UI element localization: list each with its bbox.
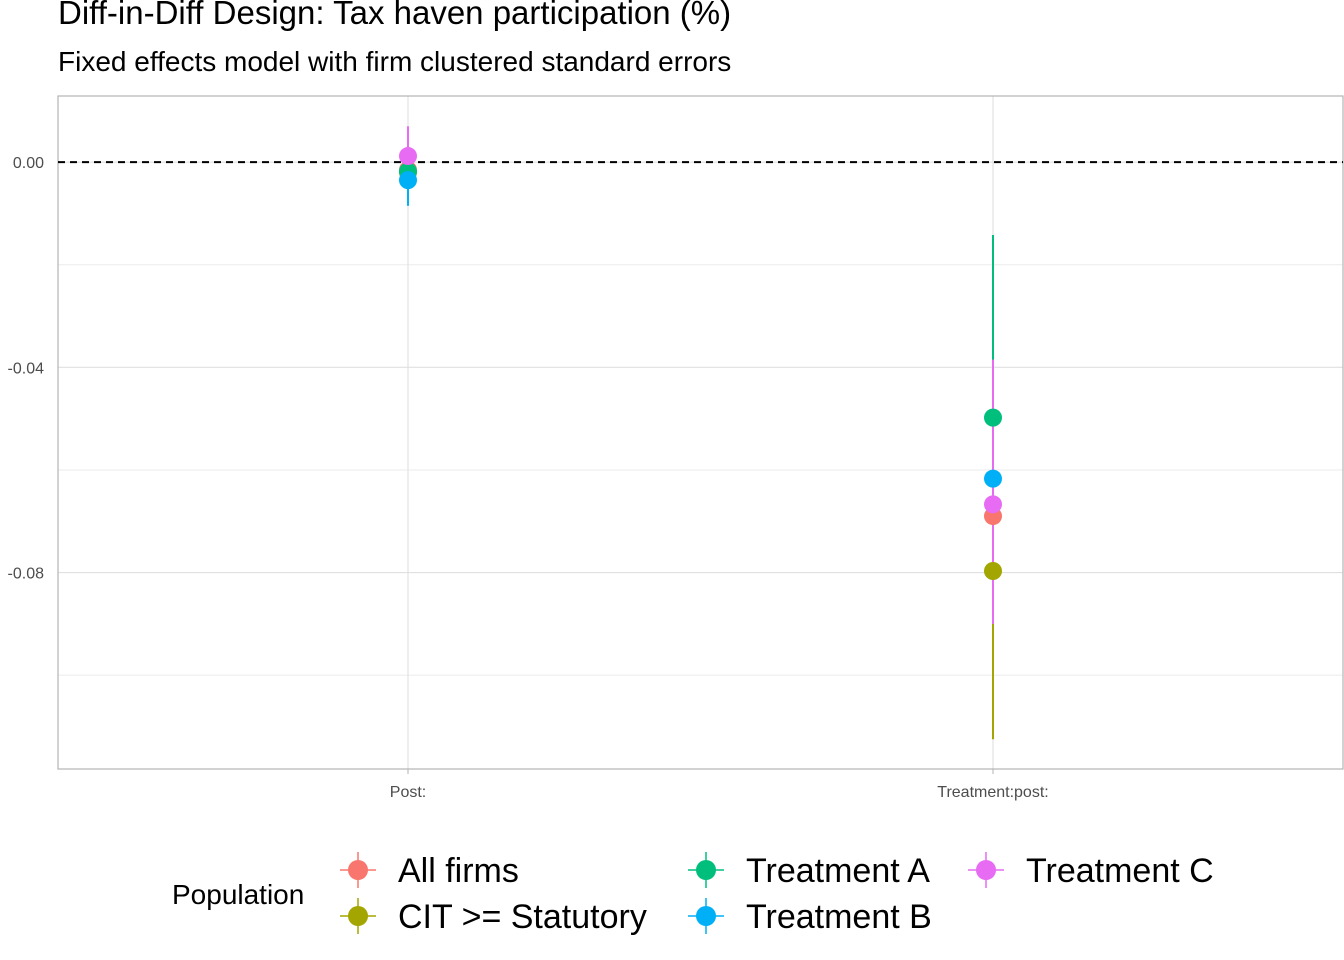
legend-key-dot <box>348 860 368 880</box>
legend: Population All firms CIT >= Statutory Trea… <box>172 852 1214 936</box>
point-marker <box>984 495 1002 514</box>
plot-panel-border <box>57 95 1344 770</box>
error-bars <box>407 126 994 740</box>
y-tick-label: -0.08 <box>8 566 45 583</box>
grid-lines <box>58 96 1343 769</box>
point-marker <box>399 147 417 166</box>
legend-item: Treatment B <box>688 898 932 936</box>
y-tick-label: -0.04 <box>8 360 45 377</box>
legend-item: Treatment C <box>968 852 1214 890</box>
legend-key-dot <box>976 860 996 880</box>
y-tick-label: 0.00 <box>13 155 44 172</box>
x-axis-ticks: Post: Treatment:post: <box>390 769 1049 801</box>
legend-label: All firms <box>398 852 519 890</box>
legend-key-dot <box>348 906 368 926</box>
y-axis-ticks: 0.00 -0.04 -0.08 <box>8 155 45 582</box>
legend-label: Treatment B <box>746 898 932 936</box>
legend-item: All firms <box>340 852 519 890</box>
legend-item: Treatment A <box>688 852 930 890</box>
point-marker <box>984 469 1002 488</box>
legend-key-dot <box>696 860 716 880</box>
legend-label: CIT >= Statutory <box>398 898 647 936</box>
legend-label: Treatment A <box>746 852 930 890</box>
legend-key-dot <box>696 906 716 926</box>
point-marker <box>984 561 1002 580</box>
x-tick-label: Post: <box>390 784 426 801</box>
point-marker <box>399 171 417 190</box>
x-tick-label: Treatment:post: <box>937 784 1048 801</box>
chart-title: Diff-in-Diff Design: Tax haven participa… <box>58 0 732 31</box>
legend-item: CIT >= Statutory <box>340 898 647 936</box>
point-markers <box>399 147 1002 580</box>
point-marker <box>984 408 1002 427</box>
legend-label: Treatment C <box>1026 852 1214 890</box>
legend-title: Population <box>172 879 304 910</box>
chart-subtitle: Fixed effects model with firm clustered … <box>58 46 732 77</box>
